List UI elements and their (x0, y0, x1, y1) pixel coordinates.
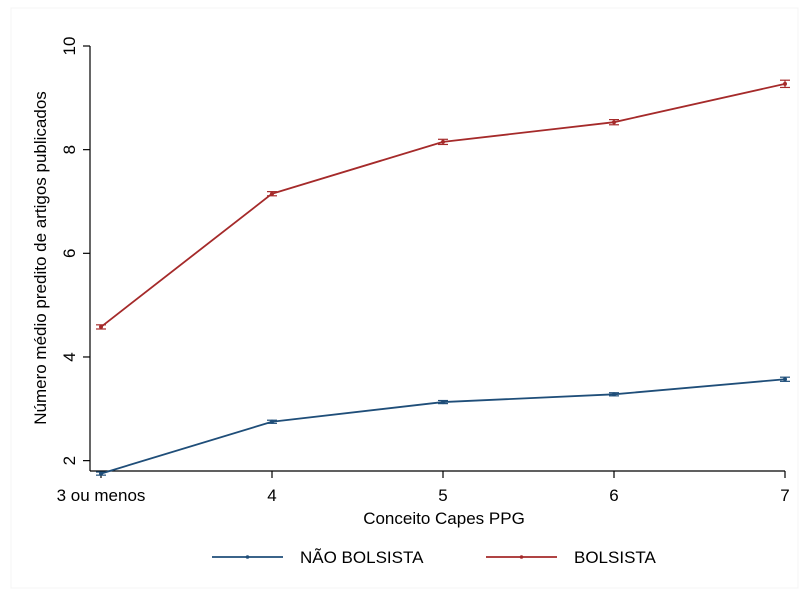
data-point-1-2 (441, 139, 445, 144)
y-tick-label-10: 10 (60, 37, 79, 56)
data-point-1-4 (783, 81, 787, 86)
data-point-0-3 (612, 392, 616, 397)
series-layer (96, 79, 790, 476)
legend-label-nao-bolsista: NÃO BOLSISTA (300, 548, 424, 567)
data-point-1-3 (612, 120, 616, 125)
x-tick-label-2: 5 (438, 486, 447, 505)
y-tick-label-8: 8 (60, 145, 79, 154)
y-tick-label-6: 6 (60, 249, 79, 258)
data-point-0-1 (270, 419, 274, 424)
data-point-1-0 (99, 324, 103, 329)
y-axis-title: Número médio predito de artigos publicad… (31, 91, 50, 425)
legend-item-nao-bolsista: NÃO BOLSISTA (212, 548, 424, 567)
plot-region-border (10, 7, 799, 589)
y-ticks: 2 4 6 8 10 (60, 37, 90, 465)
x-axis-title: Conceito Capes PPG (363, 509, 525, 528)
series-1 (96, 79, 790, 330)
y-tick-label-2: 2 (60, 456, 79, 465)
x-ticks: 3 ou menos 4 5 6 7 (57, 471, 790, 505)
legend-marker-nao-bolsista (245, 555, 250, 559)
x-tick-label-0: 3 ou menos (57, 486, 146, 505)
x-tick-label-1: 4 (267, 486, 276, 505)
series-0 (96, 376, 790, 476)
legend-marker-bolsista (519, 555, 524, 559)
legend-item-bolsista: BOLSISTA (486, 548, 657, 567)
data-point-0-0 (99, 471, 103, 476)
data-point-1-1 (270, 191, 274, 196)
y-tick-label-4: 4 (60, 352, 79, 361)
x-tick-label-4: 7 (780, 486, 789, 505)
legend-label-bolsista: BOLSISTA (574, 548, 657, 567)
x-tick-label-3: 6 (609, 486, 618, 505)
legend: NÃO BOLSISTA BOLSISTA (212, 548, 657, 567)
data-point-0-4 (783, 377, 787, 382)
axes: 2 4 6 8 10 3 ou menos 4 5 6 7 Número médio predi… (31, 37, 790, 528)
data-point-0-2 (441, 400, 445, 405)
